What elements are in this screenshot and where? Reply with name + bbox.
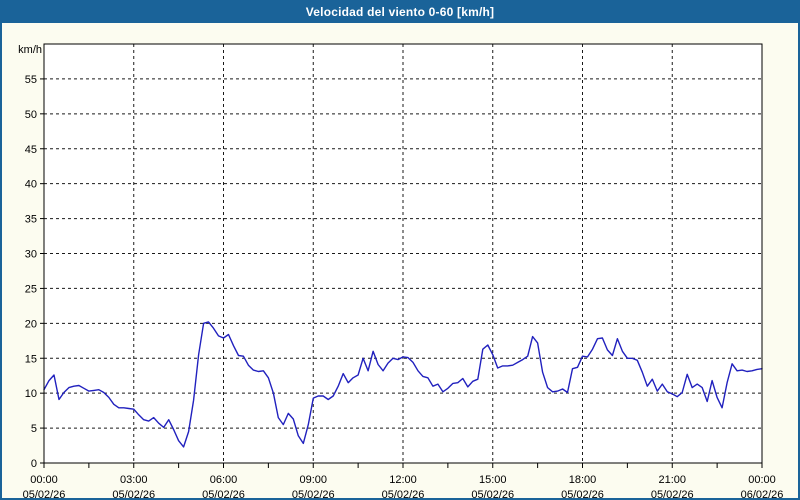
svg-text:05/02/26: 05/02/26 [202,489,245,500]
svg-text:05/02/26: 05/02/26 [651,489,694,500]
svg-text:5: 5 [31,423,37,435]
svg-text:12:00: 12:00 [389,474,417,486]
svg-text:50: 50 [25,109,37,121]
svg-text:05/02/26: 05/02/26 [561,489,604,500]
svg-text:09:00: 09:00 [299,474,327,486]
svg-text:18:00: 18:00 [569,474,597,486]
svg-text:30: 30 [25,249,37,261]
svg-text:25: 25 [25,283,37,295]
y-axis-tick-labels: 0 5 10 15 20 25 30 35 40 45 50 55 [25,74,37,470]
svg-text:06/02/26: 06/02/26 [741,489,784,500]
svg-text:00:00: 00:00 [30,474,58,486]
y-gridlines [40,78,762,464]
svg-text:55: 55 [25,74,37,86]
svg-text:05/02/26: 05/02/26 [382,489,425,500]
svg-text:05/02/26: 05/02/26 [23,489,66,500]
svg-text:03:00: 03:00 [120,474,148,486]
svg-text:35: 35 [25,214,37,226]
svg-text:20: 20 [25,318,37,330]
svg-text:21:00: 21:00 [658,474,686,486]
y-axis-unit-label: km/h [18,44,42,56]
svg-text:06:00: 06:00 [210,474,238,486]
svg-text:0: 0 [31,458,37,470]
svg-text:15:00: 15:00 [479,474,507,486]
x-axis-tick-labels: 00:00 05/02/26 03:00 05/02/26 06:00 05/02/26 0… [23,474,784,500]
wind-speed-line [43,321,763,448]
chart-title: Velocidad del viento 0-60 [km/h] [2,2,798,23]
svg-text:00:00: 00:00 [748,474,776,486]
svg-text:05/02/26: 05/02/26 [471,489,514,500]
plot-frame [43,43,763,464]
svg-text:45: 45 [25,144,37,156]
svg-text:05/02/26: 05/02/26 [112,489,155,500]
svg-text:05/02/26: 05/02/26 [292,489,335,500]
svg-text:15: 15 [25,353,37,365]
svg-text:40: 40 [25,179,37,191]
svg-text:10: 10 [25,388,37,400]
